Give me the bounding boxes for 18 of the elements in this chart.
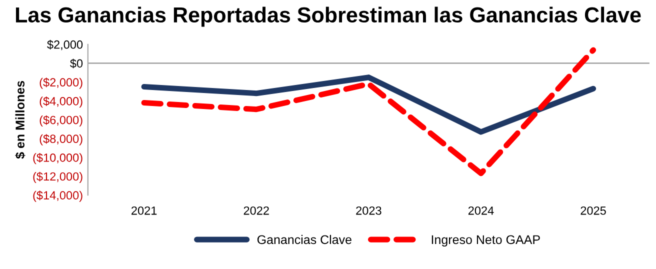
x-tick-label: 2023 (356, 206, 382, 215)
y-tick-label: ($12,000) (33, 172, 82, 184)
legend-label: Ingreso Neto GAAP (432, 235, 540, 247)
y-axis-title: $ en Millones (15, 80, 26, 159)
x-tick-label: 2022 (244, 206, 269, 215)
y-tick-label: ($6,000) (40, 115, 82, 127)
y-tick-label: ($14,000) (33, 190, 82, 202)
y-tick-label: ($2,000) (40, 78, 82, 89)
y-tick-label: $0 (70, 58, 83, 68)
x-tick-label: 2025 (580, 206, 606, 215)
x-tick-label: 2024 (468, 206, 494, 215)
y-tick-label: ($8,000) (40, 134, 82, 146)
legend-label: Ganancias Clave (257, 234, 352, 244)
y-tick-label: ($10,000) (33, 152, 82, 164)
y-tick-label: ($4,000) (40, 96, 82, 108)
x-tick-label: 2021 (132, 206, 157, 215)
chart-title: Las Ganancias Reportadas Sobrestiman las Ganancias Clave (16, 6, 641, 27)
y-tick-label: $2,000 (47, 40, 83, 50)
